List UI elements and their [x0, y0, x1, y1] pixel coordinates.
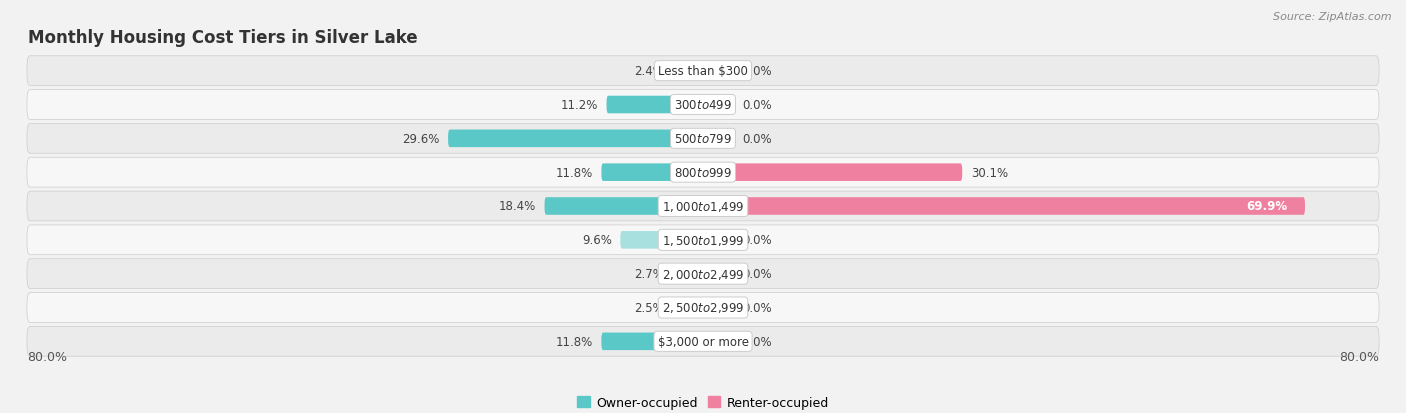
Text: 11.8%: 11.8%: [555, 166, 593, 179]
FancyBboxPatch shape: [27, 158, 1379, 188]
FancyBboxPatch shape: [27, 90, 1379, 120]
FancyBboxPatch shape: [27, 192, 1379, 221]
FancyBboxPatch shape: [703, 231, 733, 249]
Text: 9.6%: 9.6%: [582, 234, 612, 247]
FancyBboxPatch shape: [673, 265, 703, 283]
Legend: Owner-occupied, Renter-occupied: Owner-occupied, Renter-occupied: [572, 391, 834, 413]
FancyBboxPatch shape: [673, 63, 703, 80]
Text: 18.4%: 18.4%: [499, 200, 536, 213]
FancyBboxPatch shape: [27, 57, 1379, 86]
FancyBboxPatch shape: [620, 231, 703, 249]
Text: $500 to $799: $500 to $799: [673, 133, 733, 145]
Text: 11.8%: 11.8%: [555, 335, 593, 348]
FancyBboxPatch shape: [673, 299, 703, 316]
Text: 0.0%: 0.0%: [742, 65, 772, 78]
Text: 29.6%: 29.6%: [402, 133, 440, 145]
FancyBboxPatch shape: [703, 299, 733, 316]
FancyBboxPatch shape: [703, 164, 962, 182]
FancyBboxPatch shape: [27, 293, 1379, 323]
Text: 2.7%: 2.7%: [634, 268, 664, 280]
FancyBboxPatch shape: [449, 130, 703, 148]
FancyBboxPatch shape: [602, 333, 703, 350]
Text: 0.0%: 0.0%: [742, 335, 772, 348]
Text: $300 to $499: $300 to $499: [673, 99, 733, 112]
Text: 69.9%: 69.9%: [1247, 200, 1288, 213]
Text: $2,500 to $2,999: $2,500 to $2,999: [662, 301, 744, 315]
Text: $3,000 or more: $3,000 or more: [658, 335, 748, 348]
Text: 80.0%: 80.0%: [1339, 351, 1379, 363]
FancyBboxPatch shape: [703, 198, 1305, 215]
Text: 0.0%: 0.0%: [742, 301, 772, 314]
Text: $2,000 to $2,499: $2,000 to $2,499: [662, 267, 744, 281]
Text: $1,000 to $1,499: $1,000 to $1,499: [662, 199, 744, 214]
FancyBboxPatch shape: [703, 97, 733, 114]
Text: 2.5%: 2.5%: [634, 301, 664, 314]
FancyBboxPatch shape: [703, 265, 733, 283]
Text: 80.0%: 80.0%: [27, 351, 67, 363]
FancyBboxPatch shape: [27, 259, 1379, 289]
Text: 2.4%: 2.4%: [634, 65, 664, 78]
Text: 30.1%: 30.1%: [970, 166, 1008, 179]
Text: $1,500 to $1,999: $1,500 to $1,999: [662, 233, 744, 247]
Text: 0.0%: 0.0%: [742, 234, 772, 247]
Text: Monthly Housing Cost Tiers in Silver Lake: Monthly Housing Cost Tiers in Silver Lak…: [28, 29, 418, 47]
FancyBboxPatch shape: [544, 198, 703, 215]
FancyBboxPatch shape: [602, 164, 703, 182]
FancyBboxPatch shape: [703, 130, 733, 148]
FancyBboxPatch shape: [27, 124, 1379, 154]
Text: 11.2%: 11.2%: [561, 99, 598, 112]
Text: 0.0%: 0.0%: [742, 99, 772, 112]
Text: $800 to $999: $800 to $999: [673, 166, 733, 179]
FancyBboxPatch shape: [703, 63, 733, 80]
FancyBboxPatch shape: [703, 333, 733, 350]
Text: 0.0%: 0.0%: [742, 268, 772, 280]
FancyBboxPatch shape: [27, 327, 1379, 356]
Text: Source: ZipAtlas.com: Source: ZipAtlas.com: [1274, 12, 1392, 22]
FancyBboxPatch shape: [606, 97, 703, 114]
Text: 0.0%: 0.0%: [742, 133, 772, 145]
Text: Less than $300: Less than $300: [658, 65, 748, 78]
FancyBboxPatch shape: [27, 225, 1379, 255]
